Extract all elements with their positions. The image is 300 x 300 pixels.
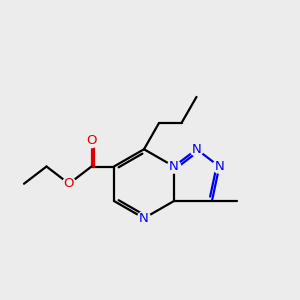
Text: N: N bbox=[139, 212, 149, 225]
Circle shape bbox=[167, 160, 181, 173]
Circle shape bbox=[85, 134, 98, 148]
Circle shape bbox=[137, 212, 151, 225]
Circle shape bbox=[190, 142, 203, 156]
Circle shape bbox=[213, 160, 226, 173]
Text: O: O bbox=[64, 177, 74, 190]
Text: O: O bbox=[86, 134, 97, 148]
Text: N: N bbox=[192, 143, 202, 156]
Text: N: N bbox=[169, 160, 179, 173]
Text: N: N bbox=[214, 160, 224, 173]
Circle shape bbox=[62, 177, 76, 190]
